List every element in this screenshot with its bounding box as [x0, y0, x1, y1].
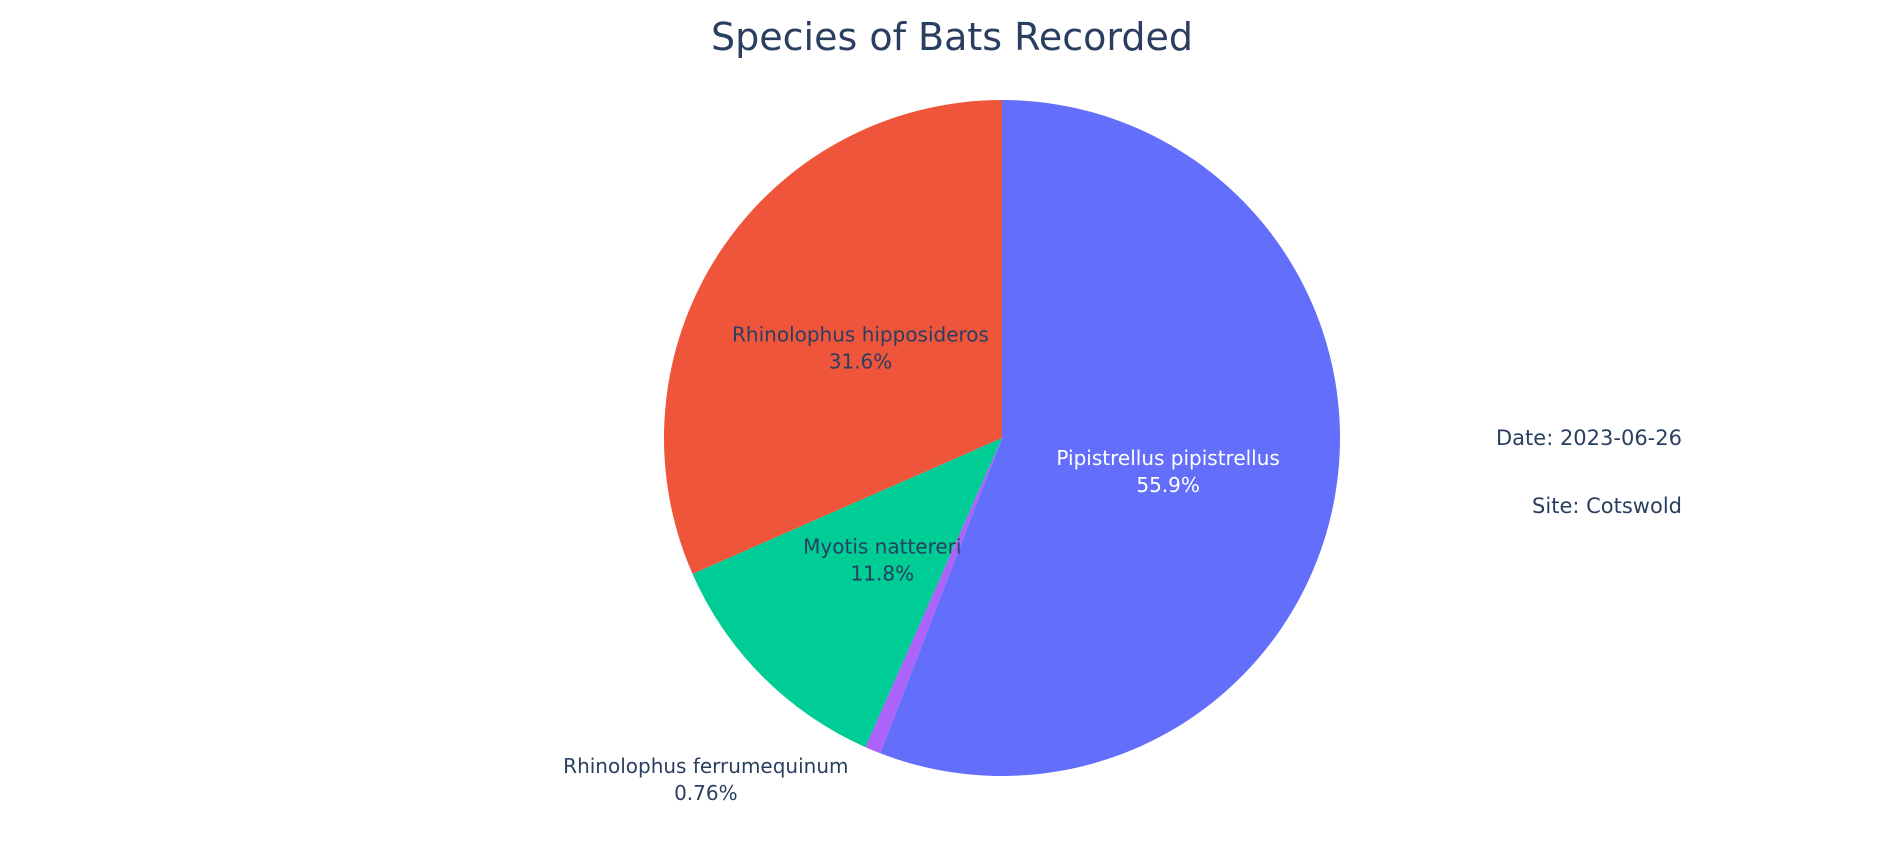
slice-percent-rhinolophus-ferrumequinum: 0.76% — [674, 781, 738, 805]
slice-percent-rhinolophus-hipposideros: 31.6% — [829, 350, 893, 374]
slice-label-pipistrellus-pipistrellus: Pipistrellus pipistrellus — [1056, 446, 1279, 470]
slice-label-myotis-nattereri: Myotis nattereri — [803, 534, 961, 558]
slice-label-rhinolophus-ferrumequinum: Rhinolophus ferrumequinum — [563, 754, 848, 778]
pie-slice-myotis-nattereri[interactable] — [692, 438, 1002, 748]
pie-slice-rhinolophus-ferrumequinum[interactable] — [865, 438, 1002, 754]
chart-title: Species of Bats Recorded — [711, 15, 1193, 59]
pie-slice-pipistrellus-pipistrellus[interactable] — [880, 100, 1340, 776]
pie-slice-labels: Pipistrellus pipistrellus 55.9% Rhinolophu… — [563, 323, 1280, 805]
annotation-site: Site: Cotswold — [1532, 494, 1682, 518]
slice-label-rhinolophus-hipposideros: Rhinolophus hipposideros — [732, 323, 989, 347]
slice-percent-myotis-nattereri: 11.8% — [851, 561, 915, 585]
annotation-date: Date: 2023-06-26 — [1496, 426, 1682, 450]
pie-slice-rhinolophus-hipposideros[interactable] — [663, 100, 1002, 574]
pie-slices — [663, 100, 1340, 776]
slice-percent-pipistrellus-pipistrellus: 55.9% — [1136, 473, 1200, 497]
